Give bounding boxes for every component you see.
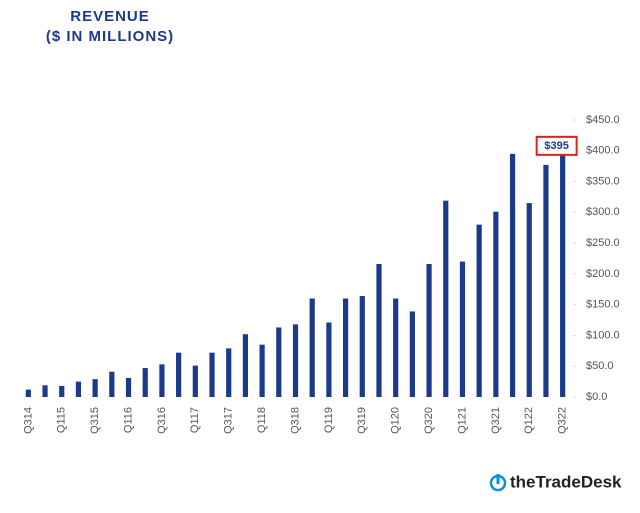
bar bbox=[326, 322, 332, 397]
bar bbox=[376, 264, 382, 397]
bar bbox=[443, 200, 449, 397]
bar bbox=[92, 379, 98, 397]
bar bbox=[42, 385, 48, 397]
x-tick-label: Q119 bbox=[323, 407, 335, 433]
bar bbox=[176, 352, 182, 397]
bar bbox=[560, 153, 566, 397]
bar bbox=[142, 368, 148, 397]
bar bbox=[309, 298, 315, 397]
bar bbox=[393, 298, 399, 397]
bar bbox=[159, 364, 165, 397]
bar bbox=[342, 298, 349, 397]
x-tick-label: Q320 bbox=[423, 407, 435, 434]
bar bbox=[226, 348, 232, 397]
value-label-box bbox=[535, 135, 578, 156]
bar bbox=[292, 324, 299, 397]
bar bbox=[109, 371, 115, 397]
bar bbox=[242, 334, 249, 397]
x-tick-label: Q116 bbox=[122, 407, 134, 433]
logo-text: theTradeDesk bbox=[510, 472, 622, 491]
logo: theTradeDesk bbox=[489, 472, 622, 491]
bar bbox=[259, 344, 265, 397]
bar bbox=[543, 164, 549, 397]
x-tick-label: Q316 bbox=[156, 407, 168, 434]
bar bbox=[75, 381, 82, 397]
y-tick-label: $350.0 bbox=[586, 175, 620, 187]
bar bbox=[526, 203, 532, 397]
bar bbox=[209, 352, 215, 397]
y-tick-label: $50.0 bbox=[586, 360, 614, 372]
x-tick-label: Q315 bbox=[89, 407, 101, 434]
bar bbox=[476, 224, 482, 397]
x-tick-label: Q117 bbox=[189, 407, 201, 433]
x-tick-label: Q321 bbox=[490, 407, 502, 434]
bar bbox=[459, 261, 466, 397]
bar bbox=[359, 296, 365, 397]
x-tick-label: Q314 bbox=[22, 407, 34, 434]
bar bbox=[426, 264, 432, 397]
chart-subtitle: ($ IN MILLIONS) bbox=[46, 28, 174, 45]
y-tick-label: $150.0 bbox=[586, 299, 620, 311]
y-tick-label: $300.0 bbox=[586, 206, 620, 218]
x-tick-label: Q121 bbox=[456, 407, 468, 434]
x-tick-label: Q317 bbox=[223, 407, 235, 434]
bar bbox=[59, 385, 65, 397]
x-tick-label: Q118 bbox=[256, 407, 268, 433]
bar bbox=[276, 327, 282, 397]
bar bbox=[192, 365, 198, 397]
y-tick-label: $250.0 bbox=[586, 237, 620, 249]
y-tick-label: $0.0 bbox=[586, 391, 607, 403]
value-label: $395 bbox=[544, 140, 568, 152]
x-tick-label: Q115 bbox=[56, 407, 68, 433]
bar bbox=[509, 153, 516, 397]
y-tick-label: $450.0 bbox=[586, 114, 620, 126]
bar bbox=[125, 377, 132, 397]
y-tick-label: $200.0 bbox=[586, 268, 620, 280]
bar bbox=[493, 211, 499, 397]
x-tick-label: Q319 bbox=[356, 407, 368, 434]
y-tick-label: $400.0 bbox=[586, 145, 620, 157]
bar bbox=[409, 311, 415, 397]
y-tick-label: $100.0 bbox=[586, 329, 620, 341]
x-tick-label: Q122 bbox=[523, 407, 535, 434]
x-tick-label: Q322 bbox=[557, 407, 569, 434]
chart-title: REVENUE bbox=[70, 8, 150, 25]
x-tick-label: Q120 bbox=[390, 407, 402, 434]
bar bbox=[25, 389, 31, 397]
x-tick-label: Q318 bbox=[289, 407, 301, 434]
